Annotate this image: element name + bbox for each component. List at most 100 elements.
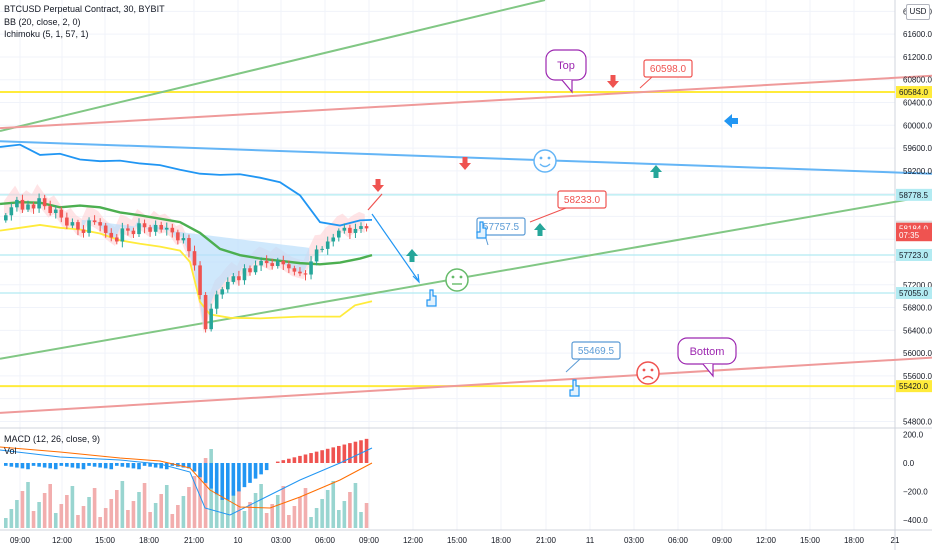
volume-bar	[37, 502, 41, 528]
macd-histogram-bar	[226, 463, 230, 500]
candle-body	[298, 271, 302, 274]
emoji-neutral-icon	[445, 268, 469, 292]
price-tick-label: 59600.0	[903, 144, 932, 153]
indicator-bb-label[interactable]: BB (20, close, 2, 0)	[4, 17, 81, 27]
volume-bar	[187, 487, 191, 528]
candle-body	[103, 225, 108, 233]
volume-bar	[109, 499, 114, 528]
candle-body	[281, 260, 286, 265]
time-tick-label: 21:00	[536, 536, 557, 545]
candle-body	[42, 198, 47, 207]
price-axis-label-bg	[896, 380, 932, 393]
candle-body	[120, 228, 125, 242]
price-tick-label: 55600.0	[903, 372, 932, 381]
time-tick-label: 18:00	[139, 536, 160, 545]
pointing-hand-icon	[476, 221, 487, 239]
candle-body	[314, 249, 319, 262]
price-axis-label: 58778.5	[899, 191, 928, 200]
macd-line	[0, 447, 373, 516]
candle-body	[198, 265, 202, 296]
volume-label[interactable]: Vol	[4, 446, 17, 456]
macd-histogram-bar	[248, 463, 252, 483]
macd-histogram-bar	[103, 463, 108, 469]
time-axis[interactable]: 09:00 12:00 15:00 18:00 21:00 10 03:00 06:00 09:…	[10, 536, 900, 545]
macd-histogram-bar	[187, 463, 191, 469]
drawings: 60598.0 58233.0 57757.5 55469.5 Top Bottom	[367, 49, 738, 397]
candle-body	[76, 222, 80, 230]
macd-histogram-bar	[264, 463, 269, 471]
price-axis-label: 55420.0	[899, 382, 928, 391]
macd-histogram-bar	[59, 463, 64, 466]
volume-bar	[237, 482, 241, 528]
trend-line-red-upper	[0, 74, 932, 130]
macd-histogram-bar	[65, 463, 69, 467]
macd-histogram-bar	[131, 463, 136, 469]
volume-bar	[153, 503, 158, 528]
macd-label[interactable]: MACD (12, 26, close, 9)	[4, 434, 101, 444]
macd-histogram-bar	[237, 463, 241, 492]
pointing-hand-icon	[569, 379, 580, 397]
time-tick-label: 18:00	[491, 536, 512, 545]
volume-bar	[15, 500, 19, 528]
volume-bar	[214, 478, 219, 528]
volume-bar	[20, 491, 25, 528]
volume-bar	[142, 483, 147, 528]
volume-bar	[259, 484, 263, 528]
candle-body	[26, 204, 30, 210]
candle-body	[131, 230, 136, 235]
price-axis[interactable]: 62000.061600.061200.060800.060400.060000…	[896, 7, 932, 426]
volume-bar	[76, 515, 80, 528]
macd-histogram-bar	[192, 463, 197, 472]
volume-bar	[303, 488, 308, 528]
arrow-up-icon	[650, 165, 662, 178]
volume-bar	[270, 504, 274, 528]
macd-histogram-bar	[37, 463, 41, 467]
macd-tick-label: −200.0	[903, 487, 928, 496]
emoji-eye	[650, 368, 654, 372]
macd-histogram-bar	[70, 463, 75, 468]
trend-line-green-upper	[0, 0, 546, 132]
candle-body	[342, 227, 347, 231]
candle-body	[220, 289, 225, 295]
macd-histogram-bar	[53, 463, 58, 470]
volume-bar	[248, 502, 252, 528]
candle-body	[320, 248, 324, 250]
price-tick-label: 57200.0	[903, 281, 932, 290]
candle-body	[98, 222, 102, 226]
arrow-left-icon	[724, 114, 738, 128]
candle-body	[192, 251, 197, 266]
price-axis-label-bg	[896, 188, 932, 201]
price-callout	[557, 190, 607, 209]
candle-body	[81, 229, 86, 233]
candle-body	[109, 232, 114, 238]
time-tick-label: 11	[586, 536, 595, 545]
indicator-ichimoku-label[interactable]: Ichimoku (5, 1, 57, 1)	[4, 29, 89, 39]
time-tick-label: 12:00	[756, 536, 777, 545]
volume-bar	[314, 508, 319, 528]
volume-bar	[242, 511, 247, 528]
emoji-eye	[642, 368, 646, 372]
currency-button[interactable]: USD	[906, 4, 930, 20]
price-axis-label-bg	[896, 287, 932, 300]
time-tick-label: 15:00	[800, 536, 821, 545]
emoji-sad-icon	[636, 361, 660, 385]
volume-bar	[181, 496, 186, 528]
price-tick-label: 56800.0	[903, 304, 932, 313]
macd-histogram-bar	[292, 457, 297, 463]
volume-bar	[353, 483, 358, 528]
volume-bar	[70, 486, 75, 528]
macd-histogram-bar	[309, 453, 313, 463]
candle-body	[31, 204, 36, 209]
time-tick-label: 03:00	[271, 536, 292, 545]
macd-histogram-bar	[109, 463, 114, 470]
candle-body	[142, 223, 147, 228]
volume-bar	[364, 503, 369, 528]
macd-histogram-bar	[220, 463, 225, 500]
candle-body	[270, 263, 274, 266]
macd-histogram-bar	[4, 463, 8, 466]
arrow-down-icon	[459, 157, 471, 170]
macd-histogram-bar	[337, 445, 341, 463]
time-tick-label: 15:00	[95, 536, 116, 545]
time-tick-label: 09:00	[359, 536, 380, 545]
